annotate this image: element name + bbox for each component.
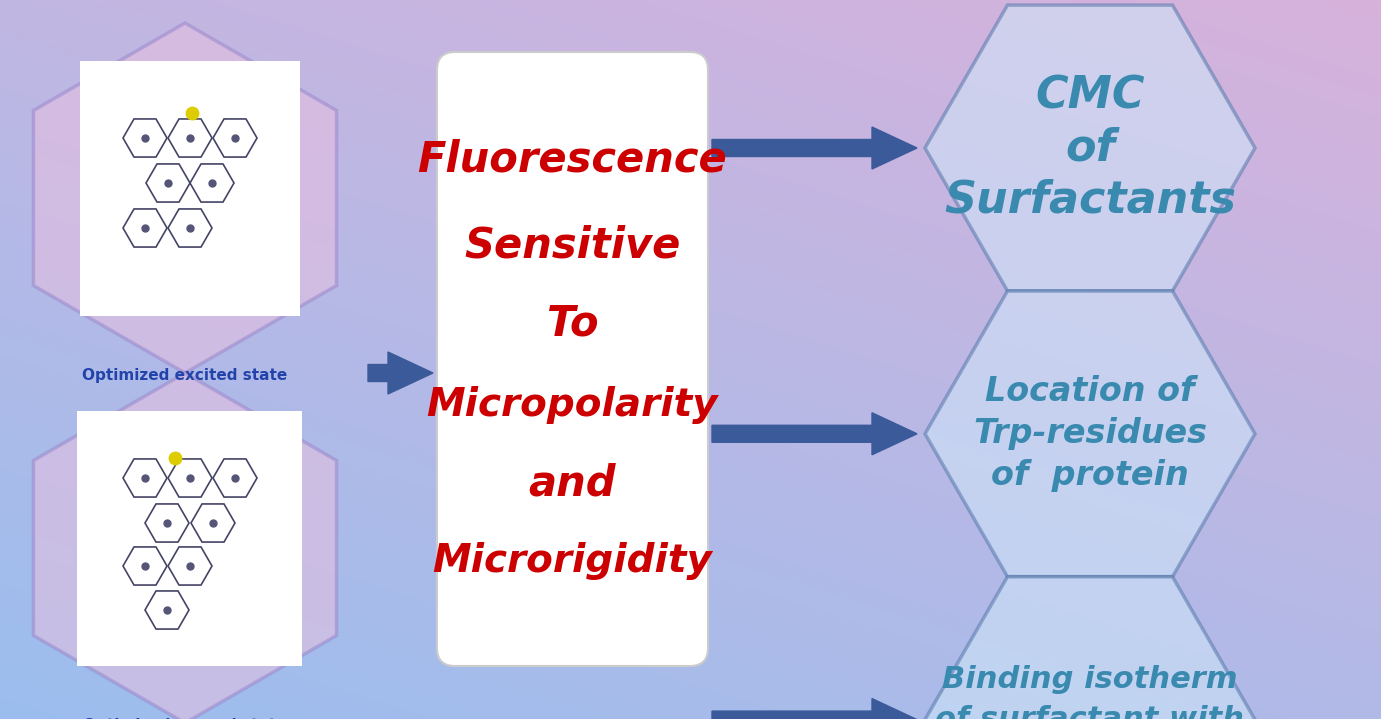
Polygon shape (925, 291, 1255, 577)
FancyArrow shape (713, 127, 917, 169)
Polygon shape (33, 373, 337, 719)
Text: Optimized ground state: Optimized ground state (83, 718, 287, 719)
Text: Microrigidity: Microrigidity (432, 542, 713, 580)
Polygon shape (925, 577, 1255, 719)
Text: Trp-residues: Trp-residues (974, 417, 1207, 450)
FancyArrow shape (713, 413, 917, 455)
Polygon shape (33, 23, 337, 373)
Text: Optimized excited state: Optimized excited state (83, 368, 287, 383)
Text: of: of (1065, 127, 1114, 170)
Polygon shape (925, 5, 1255, 291)
Text: and: and (529, 462, 616, 504)
Text: of  protein: of protein (992, 459, 1189, 493)
Text: Binding isotherm: Binding isotherm (942, 665, 1237, 694)
FancyArrow shape (367, 352, 434, 394)
Text: To: To (547, 302, 598, 344)
Text: Micropolarity: Micropolarity (427, 386, 718, 424)
Text: Sensitive: Sensitive (464, 224, 681, 266)
Text: of surfactant with: of surfactant with (935, 705, 1244, 719)
Bar (77, 411, 302, 666)
FancyArrow shape (713, 699, 917, 719)
Text: Fluorescence: Fluorescence (417, 139, 728, 181)
Text: Location of: Location of (985, 375, 1195, 408)
Bar (80, 60, 300, 316)
Text: Surfactants: Surfactants (945, 178, 1236, 221)
FancyBboxPatch shape (436, 52, 708, 666)
Text: CMC: CMC (1036, 75, 1145, 117)
